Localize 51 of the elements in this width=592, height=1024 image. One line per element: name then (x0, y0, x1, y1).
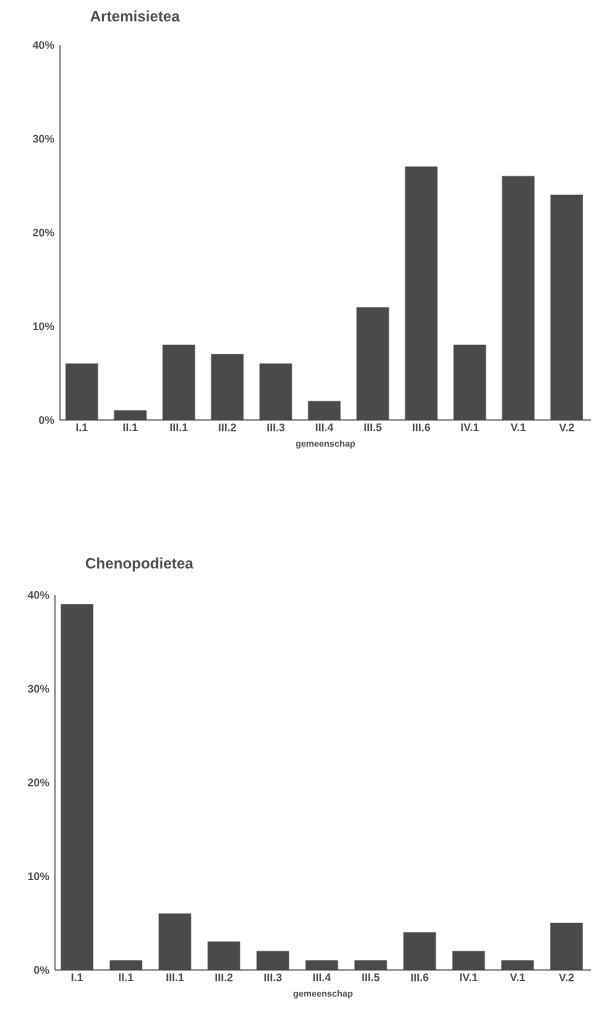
bar (211, 354, 244, 420)
x-tick-label: III.3 (264, 973, 282, 982)
y-tick-label: 40% (27, 591, 50, 599)
y-tick-label: 20% (32, 228, 55, 237)
x-tick-label: I.1 (76, 423, 88, 432)
x-tick-label: III.5 (362, 973, 380, 982)
chart-title: Artemisietea (90, 10, 180, 22)
x-tick-label: III.3 (267, 423, 285, 432)
x-tick-label: III.4 (315, 423, 334, 432)
x-tick-label: III.6 (412, 423, 431, 432)
x-tick-label: III.2 (215, 973, 233, 982)
bar (356, 307, 389, 420)
x-tick-label: V.2 (558, 973, 574, 982)
x-tick-label: II.1 (119, 973, 134, 982)
bar (405, 166, 438, 420)
bar (158, 913, 192, 970)
y-tick-label: 40% (32, 41, 55, 49)
x-tick-label: V.1 (510, 423, 526, 432)
bar (550, 194, 583, 420)
x-tick-label: III.1 (166, 973, 184, 982)
bar (453, 344, 486, 420)
bar (502, 176, 535, 420)
bar (308, 401, 341, 420)
y-tick-label: 20% (27, 778, 50, 787)
y-tick-label: 0% (39, 416, 55, 424)
y-tick-label: 0% (34, 966, 50, 974)
x-tick-label: III.5 (364, 423, 382, 432)
x-tick-label: II.1 (123, 423, 138, 432)
y-tick-label: 10% (28, 872, 50, 881)
bar (550, 922, 583, 970)
bar (60, 604, 94, 970)
bar (162, 344, 196, 420)
x-tick-label: IV.1 (461, 423, 479, 432)
x-tick-label: III.1 (170, 423, 188, 432)
y-tick-label: 10% (33, 322, 55, 331)
x-tick-label: V.1 (509, 973, 525, 982)
chart-title: Chenopodietea (85, 557, 194, 572)
bar (259, 363, 292, 420)
x-tick-label: IV.1 (460, 973, 478, 982)
x-axis-title: gemeenschap (293, 990, 353, 999)
bar (403, 932, 436, 970)
x-tick-label: III.4 (313, 973, 331, 982)
bar (65, 363, 99, 420)
x-axis-title: gemeenschap (295, 440, 356, 449)
x-tick-label: I.1 (71, 973, 83, 982)
y-tick-label: 30% (32, 134, 55, 143)
x-tick-label: V.2 (559, 423, 575, 432)
bar (114, 410, 147, 420)
x-tick-label: III.6 (411, 973, 429, 982)
y-tick-label: 30% (27, 684, 50, 693)
x-tick-label: III.2 (218, 423, 237, 432)
